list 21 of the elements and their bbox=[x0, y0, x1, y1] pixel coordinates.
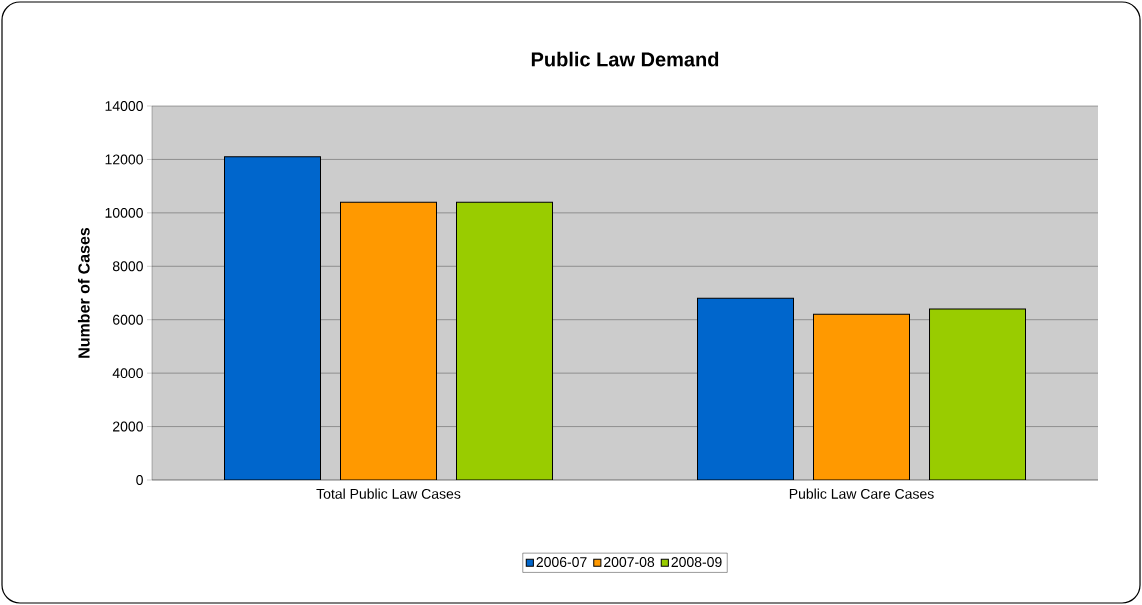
y-tick-label: 4000 bbox=[112, 368, 143, 379]
y-tick-label: 8000 bbox=[112, 261, 143, 272]
y-axis-title: Number of Cases bbox=[77, 227, 90, 358]
y-tick-label: 14000 bbox=[105, 101, 143, 111]
legend-label: 2006-07 bbox=[536, 557, 587, 568]
legend-label: 2008-09 bbox=[671, 557, 722, 568]
bar bbox=[929, 308, 1027, 480]
y-tick-label: 10000 bbox=[105, 207, 143, 218]
legend-label: 2007-08 bbox=[604, 557, 655, 568]
bar bbox=[224, 156, 321, 480]
y-tick-label: 0 bbox=[136, 475, 143, 485]
y-tick-label: 6000 bbox=[113, 314, 143, 325]
x-tick-label: Public Law Care Cases bbox=[789, 488, 934, 499]
bar bbox=[813, 313, 911, 480]
y-tick-label: 2000 bbox=[113, 421, 143, 432]
chart-title: Public Law Demand bbox=[531, 51, 719, 67]
x-tick-label: Total Public Law Cases bbox=[316, 488, 461, 499]
bar bbox=[456, 201, 554, 480]
y-tick-label: 12000 bbox=[105, 154, 143, 165]
bar bbox=[340, 201, 438, 480]
bar bbox=[697, 297, 795, 480]
